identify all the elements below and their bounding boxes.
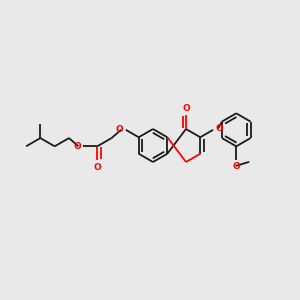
Text: O: O (182, 103, 190, 112)
Text: O: O (116, 125, 124, 134)
Text: O: O (232, 163, 240, 172)
Text: O: O (74, 142, 81, 151)
Text: O: O (215, 124, 223, 133)
Text: O: O (93, 163, 101, 172)
